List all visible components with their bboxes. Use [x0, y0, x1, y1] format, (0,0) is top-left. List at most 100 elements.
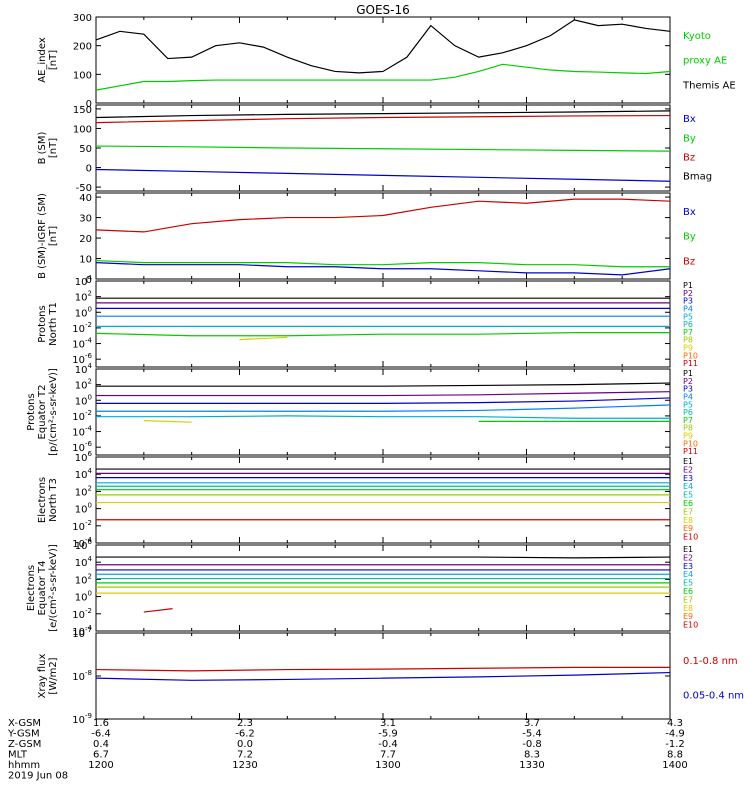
footer-value: 6.7 [93, 750, 109, 761]
y-tick-exponent: -4 [85, 337, 93, 345]
series-line-1 [96, 382, 671, 387]
legend-entry: E6 [683, 587, 693, 596]
legend-entry: P5 [683, 400, 693, 409]
legend-entry: P7 [683, 416, 693, 425]
y-axis-label-line: North T3 [48, 478, 59, 522]
y-tick-exponent: -4 [85, 624, 93, 632]
legend-entry: P9 [683, 432, 693, 441]
y-axis-label-line: [nT] [48, 50, 59, 70]
footer-value: -0.8 [522, 739, 542, 750]
y-tick-exponent: -2 [85, 409, 92, 417]
legend-entry: Bmag [683, 172, 712, 183]
series-line-1 [96, 556, 671, 559]
legend-entry: E10 [683, 621, 698, 630]
y-axis-label-line: B (SM)-IGRF (SM) [37, 193, 48, 279]
y-axis-label-line: Electrons [26, 565, 37, 611]
legend-entry: E1 [683, 457, 693, 466]
legend-entry: E7 [683, 595, 693, 604]
y-tick-exponent: 2 [88, 378, 92, 386]
y-tick-label: 50 [79, 144, 92, 155]
y-axis-label: ElectronsNorth T3 [37, 477, 59, 523]
y-axis-label-line: [e/(cm²-s-sr-keV)] [48, 544, 59, 632]
y-tick-exponent: 0 [88, 590, 92, 598]
footer-value: -1.2 [665, 739, 685, 750]
y-tick-label: 10-8 [72, 669, 92, 683]
y-tick-label: 200 [73, 42, 92, 53]
y-tick-label: 100 [75, 393, 92, 407]
legend-entry: E3 [683, 562, 693, 571]
panel-frame [95, 192, 671, 280]
legend-entry: P10 [683, 351, 698, 360]
y-tick-label: 10-4 [72, 337, 92, 351]
footer-value: -4.9 [665, 729, 685, 740]
y-axis-label-line: [p/(cm²-s-sr-keV)] [48, 368, 59, 456]
series-line-6 [95, 332, 670, 337]
y-axis-label: ProtonsEquator T2[p/(cm²-s-sr-keV)] [26, 368, 59, 456]
panel-8: 10-9 10-8 10-7 Xray flux[W/m2] 0.1-0.8 nm 0.0… [37, 626, 744, 726]
y-tick-label: 106 [75, 450, 93, 464]
y-tick-label: 102 [75, 378, 92, 392]
y-tick-label: 0 [86, 164, 92, 175]
series-line-5 [96, 415, 670, 419]
series-line-3 [96, 397, 671, 404]
legend-entry: P7 [683, 328, 693, 337]
y-tick-exponent: 6 [88, 450, 93, 458]
footer-value: 8.3 [524, 750, 540, 761]
legend-entry: P10 [683, 439, 698, 448]
footer-row-label: hhmm [8, 760, 40, 771]
y-axis-label-line: Protons [26, 393, 37, 430]
y-axis-label: B (SM)[nT] [37, 131, 59, 164]
y-tick-label: 102 [75, 572, 92, 586]
y-axis-label: Xray flux[W/m2] [37, 654, 59, 699]
series-line-7 [143, 420, 192, 423]
series-line-1 [95, 666, 670, 672]
footer-value: -0.4 [378, 739, 398, 750]
legend-entry: 0.05-0.4 nm [683, 690, 744, 701]
y-tick-exponent: 0 [88, 393, 92, 401]
y-axis-label: B (SM)-IGRF (SM)[nT] [37, 193, 59, 279]
footer-value: 2.3 [237, 718, 253, 729]
legend-entry: E5 [683, 491, 693, 500]
y-tick-exponent: -2 [85, 519, 92, 527]
y-tick-label: 40 [79, 193, 92, 204]
series-line-4 [96, 404, 671, 412]
footer-value: -5.4 [522, 729, 542, 740]
legend-entry: P11 [683, 447, 698, 456]
footer-value: 4.3 [667, 718, 683, 729]
legend-entry: E4 [683, 570, 693, 579]
series-line-2 [95, 63, 671, 91]
y-tick-label: 102 [75, 290, 92, 304]
y-tick-label: 300 [73, 13, 92, 24]
y-tick-label: 20 [79, 234, 92, 245]
legend-entry: P8 [683, 336, 693, 345]
y-axis-label-line: Protons [37, 305, 48, 342]
legend-entry: E2 [683, 553, 693, 562]
footer-value: 7.2 [237, 750, 253, 761]
footer-value: 1400 [662, 760, 687, 771]
legend-entry: P9 [683, 344, 693, 353]
series-line-1 [95, 19, 671, 74]
footer-row-label: Y-GSM [7, 729, 40, 740]
footer-row-label: X-GSM [8, 718, 41, 729]
legend-entry: Bx [683, 114, 696, 125]
legend-entry: P2 [683, 377, 693, 386]
y-tick-label: 104 [75, 555, 93, 569]
series-line-3 [95, 262, 671, 276]
y-tick-exponent: -6 [85, 352, 93, 360]
series-line-1 [95, 110, 671, 119]
legend-entry: E2 [683, 465, 693, 474]
plot-title: GOES-16 [356, 3, 410, 17]
y-tick-exponent: 4 [88, 362, 93, 370]
legend-entry: P3 [683, 297, 693, 306]
y-tick-label: 100 [75, 305, 92, 319]
legend-entry: E1 [683, 545, 693, 554]
legend-entry: P6 [683, 408, 693, 417]
legend-entry: E5 [683, 579, 693, 588]
y-tick-label: 0 [86, 275, 92, 286]
footer-value: 8.8 [667, 750, 683, 761]
footer-value: 3.7 [524, 718, 540, 729]
footer-value: 3.1 [380, 718, 396, 729]
